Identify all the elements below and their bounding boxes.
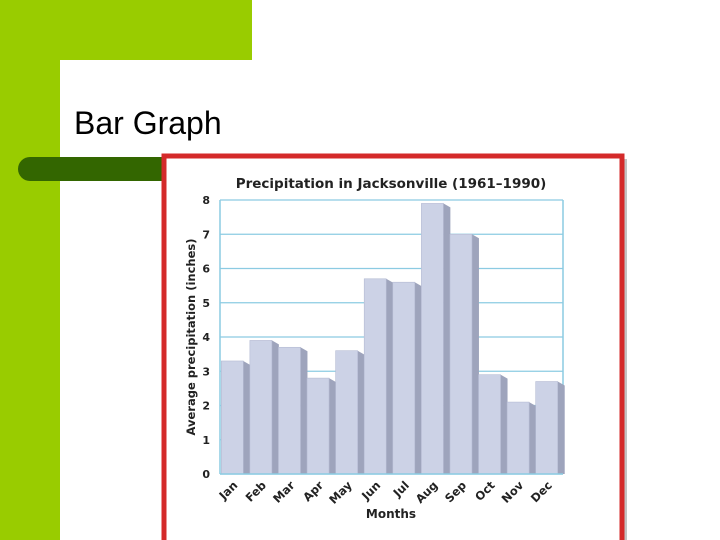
- y-tick-label: 6: [202, 263, 210, 276]
- chart: Precipitation in Jacksonville (1961–1990…: [184, 176, 565, 521]
- y-tick-label: 4: [202, 331, 210, 344]
- left-accent: [0, 0, 60, 540]
- y-tick-label: 7: [202, 228, 210, 241]
- bar-side: [471, 234, 479, 474]
- bar-side: [386, 278, 394, 474]
- bar-side: [414, 282, 422, 474]
- bar: [249, 340, 273, 475]
- bar: [449, 233, 473, 475]
- bar-side: [500, 374, 508, 474]
- x-axis-label: Months: [366, 507, 416, 521]
- slide-title: Bar Graph: [74, 105, 222, 141]
- bar: [421, 203, 444, 475]
- bar-side: [329, 378, 337, 474]
- bar-side: [300, 347, 308, 474]
- y-tick-label: 0: [202, 468, 210, 481]
- bar: [335, 350, 358, 475]
- y-tick-label: 8: [202, 194, 210, 207]
- bar-side: [243, 360, 251, 474]
- bar: [278, 346, 301, 475]
- y-axis-label: Average precipitation (inches): [184, 239, 198, 436]
- bar-side: [271, 340, 279, 474]
- bar: [363, 278, 387, 475]
- corner: [60, 60, 252, 110]
- bar-side: [557, 381, 565, 474]
- y-tick-label: 5: [202, 297, 210, 310]
- bar-side: [357, 350, 365, 474]
- y-tick-label: 3: [202, 365, 210, 378]
- bar: [506, 401, 530, 475]
- y-tick-label: 2: [202, 400, 210, 413]
- title-underline: [18, 157, 178, 181]
- y-tick-label: 1: [202, 434, 210, 447]
- bar-side: [529, 402, 537, 474]
- bar: [220, 360, 244, 475]
- bar: [306, 377, 330, 475]
- bar: [392, 281, 416, 475]
- bar-side: [443, 203, 451, 475]
- bar: [535, 381, 559, 475]
- bar: [478, 374, 501, 475]
- chart-title: Precipitation in Jacksonville (1961–1990…: [236, 176, 547, 192]
